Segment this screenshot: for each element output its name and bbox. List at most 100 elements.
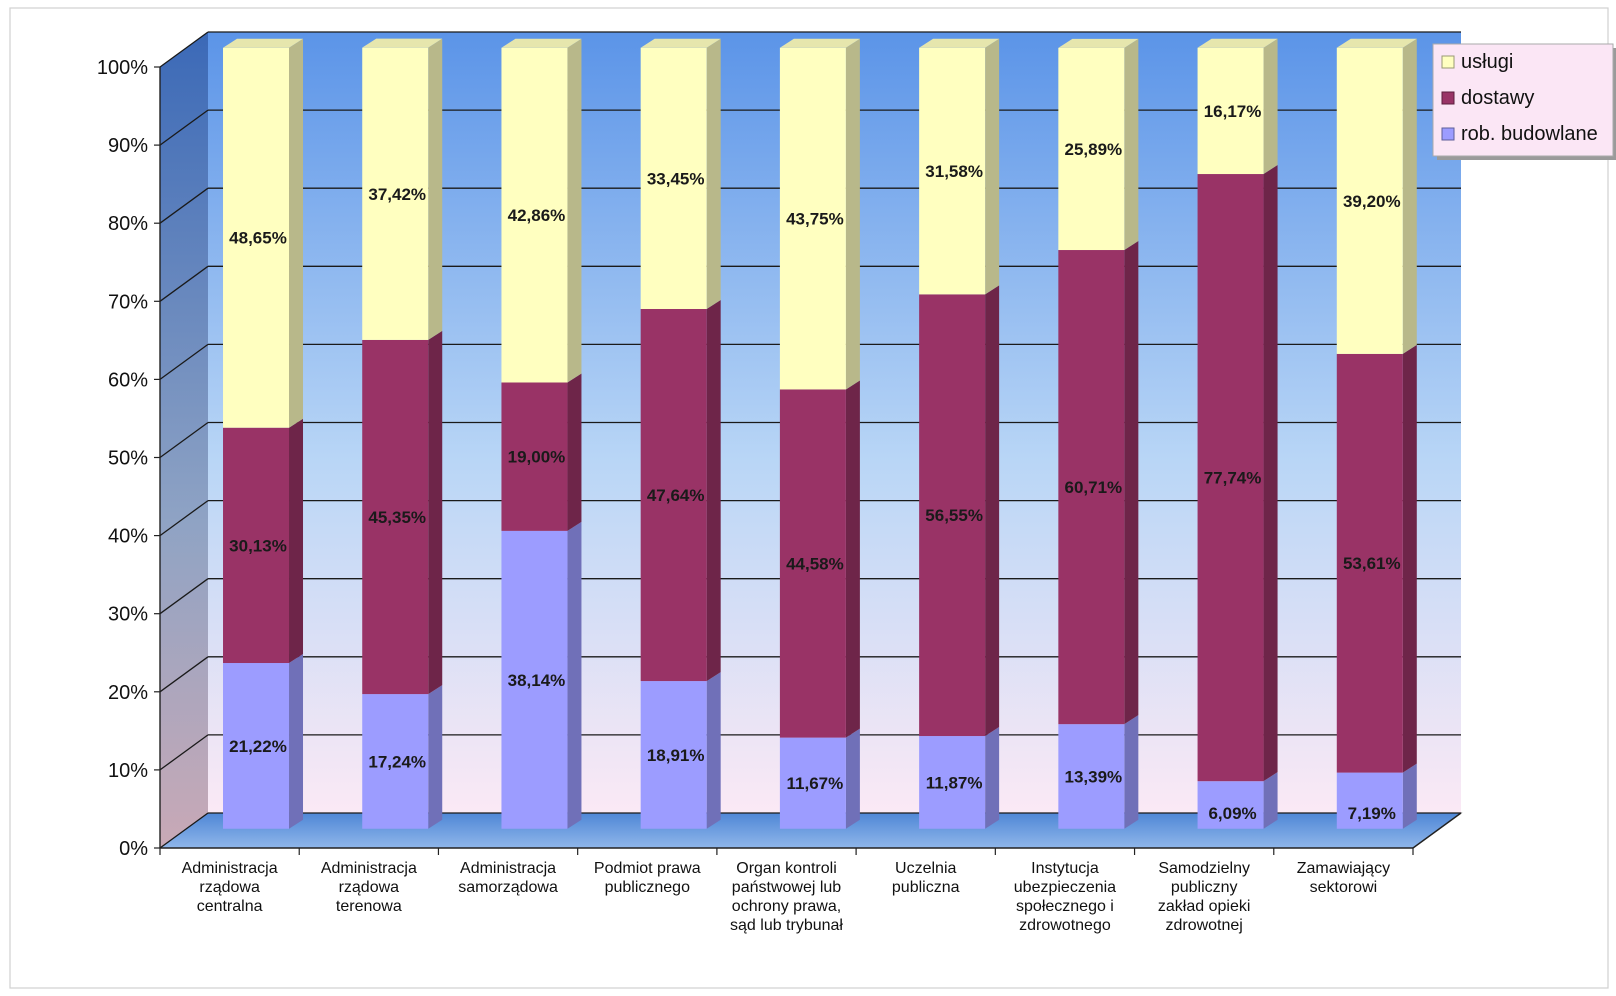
data-label: 42,86%	[508, 206, 566, 225]
data-label: 37,42%	[368, 185, 426, 204]
bar-segment	[362, 694, 429, 829]
y-tick-label: 30%	[108, 604, 148, 626]
x-tick-label-line: samorządowa	[458, 879, 558, 896]
chart-border	[9, 7, 1609, 989]
data-label: 11,67%	[787, 774, 844, 793]
gridline-diagonal	[159, 812, 209, 849]
bar-segment-side	[428, 685, 443, 829]
bar-segment	[779, 47, 846, 390]
gridline-diagonal	[159, 500, 209, 537]
data-label: 25,89%	[1065, 140, 1123, 159]
data-label: 48,65%	[229, 229, 287, 248]
bar-segment-side	[706, 299, 721, 682]
bar-segment-side	[289, 418, 304, 664]
gridline-diagonal	[159, 187, 209, 224]
x-tick-label-line: zdrowotnej	[1165, 917, 1242, 934]
bar-top	[640, 38, 721, 48]
x-tick-label: Uczelnia publiczna	[892, 860, 960, 896]
bar-top	[1197, 38, 1278, 48]
bar-segment	[1197, 47, 1264, 175]
data-label: 19,00%	[508, 448, 566, 467]
x-tick-label-line: centralna	[197, 898, 263, 915]
bar-segment-side	[1402, 344, 1417, 773]
bar-segment-side	[706, 672, 721, 829]
x-tick-label-line: publiczny	[1171, 879, 1238, 896]
bar-segment	[640, 681, 707, 829]
data-label: 38,14%	[508, 671, 566, 690]
bar-segment-side	[428, 38, 443, 340]
legend-label: dostawy	[1461, 87, 1534, 109]
x-tick-label-line: ochrony prawa,	[732, 898, 841, 915]
legend: usługi dostawy rob. budowlane	[1432, 43, 1616, 160]
bar-segment	[1058, 250, 1125, 725]
x-tick-label-line: Uczelnia	[895, 860, 956, 877]
y-tick-label: 90%	[108, 135, 148, 157]
bar-segment	[1197, 781, 1264, 829]
data-label: 33,45%	[647, 169, 705, 188]
bar-segment	[640, 308, 707, 682]
bar-segment-side	[706, 38, 721, 309]
x-tick-label-line: terenowa	[336, 898, 402, 915]
data-label: 53,61%	[1343, 554, 1401, 573]
data-label: 56,55%	[925, 506, 983, 525]
y-tick-label: 20%	[108, 682, 148, 704]
bar-segment	[501, 530, 568, 829]
data-label: 18,91%	[647, 746, 705, 765]
data-label: 21,22%	[229, 737, 287, 756]
gridline-diagonal	[159, 656, 209, 693]
data-label: 45,35%	[368, 508, 426, 527]
x-tick-label: Organ kontroli państwowej lub ochrony praw…	[730, 860, 843, 934]
gridline-diagonal	[159, 734, 209, 771]
legend-box	[1432, 43, 1614, 157]
bar-top	[362, 38, 443, 48]
bar-segment-side	[1124, 38, 1139, 251]
bar-segment-side	[1263, 38, 1278, 175]
bar-segment-side	[1263, 165, 1278, 782]
bar-segment	[640, 47, 707, 309]
legend-label: usługi	[1461, 51, 1513, 73]
gridline-diagonal	[159, 31, 209, 68]
x-tick-label-line: społecznego i	[1016, 898, 1114, 915]
bar-segment-side	[567, 38, 582, 383]
bar-segment-side	[1402, 763, 1417, 829]
x-tick-label-line: Administracja	[182, 860, 278, 877]
axes: 0% 10% 20% 30% 40% 50% 60% 70% 80% 90% 100% Adminis…	[97, 57, 1462, 934]
bar-top	[223, 38, 304, 48]
y-tick-label: 80%	[108, 213, 148, 235]
bar-segment-side	[1263, 772, 1278, 829]
bar-segment	[1336, 353, 1403, 773]
gridline-diagonal	[159, 421, 209, 459]
bars	[223, 38, 1417, 829]
data-label: 60,71%	[1065, 478, 1123, 497]
bar-top	[501, 38, 582, 48]
bar-stack	[640, 38, 721, 829]
x-tick-label-line: publicznego	[605, 879, 691, 896]
data-labels: 21,22% 30,13% 48,65% 17,24% 45,35% 37,42% 38,1…	[229, 102, 1400, 823]
bar-segment	[362, 339, 429, 695]
x-tick-label: Administracja samorządowa	[458, 860, 558, 896]
bar-segment-side	[567, 373, 582, 531]
data-label: 47,64%	[647, 486, 705, 505]
x-tick-label: Zamawiający sektorowi	[1297, 860, 1390, 896]
bar-segment	[501, 47, 568, 383]
x-tick-label-line: sąd lub trybunał	[730, 917, 843, 934]
bar-segment-side	[1402, 38, 1417, 354]
legend-label: rob. budowlane	[1461, 123, 1598, 145]
y-tick-label: 40%	[108, 526, 148, 548]
x-tick-label-line: Zamawiający	[1297, 860, 1390, 877]
data-label: 11,87%	[926, 773, 983, 792]
bar-segment-side	[289, 38, 304, 428]
bar-segment-side	[845, 728, 860, 829]
data-label: 7,19%	[1348, 804, 1396, 823]
floor-edge	[1412, 812, 1462, 849]
y-tick-label: 0%	[119, 838, 148, 860]
bar-segment	[1336, 772, 1403, 829]
data-label: 17,24%	[368, 752, 426, 771]
bar-segment-side	[1124, 715, 1139, 829]
bar-segment-side	[985, 38, 1000, 295]
x-tick-label-line: Administracja	[460, 860, 556, 877]
data-label: 31,58%	[925, 162, 983, 181]
bar-stack	[362, 38, 443, 829]
